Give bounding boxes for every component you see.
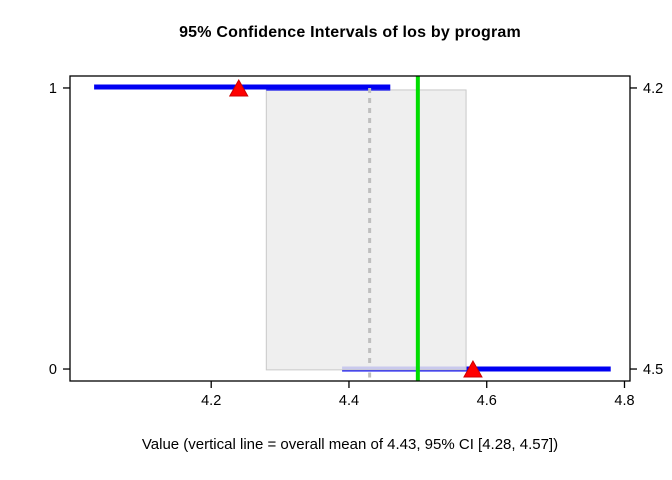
x-tick-label: 4.8 — [614, 393, 634, 409]
mean-marker-group-1 — [228, 78, 249, 97]
group-mean-right-label: 4.5 — [643, 362, 663, 378]
y-tick-label: 1 — [49, 81, 57, 97]
plot-box — [69, 75, 631, 382]
x-tick-label: 4.4 — [339, 393, 359, 409]
x-tick-label: 4.6 — [477, 393, 497, 409]
overall-ci-band — [265, 89, 467, 371]
y-tick-label: 0 — [49, 362, 57, 378]
group-mean-right-label: 4.2 — [643, 81, 663, 97]
chart-title: 95% Confidence Intervals of los by progr… — [179, 24, 521, 41]
mean-marker-group-0 — [463, 360, 483, 378]
x-axis-label: Value (vertical line = overall mean of 4… — [141, 436, 559, 453]
x-tick-label: 4.2 — [201, 393, 221, 409]
